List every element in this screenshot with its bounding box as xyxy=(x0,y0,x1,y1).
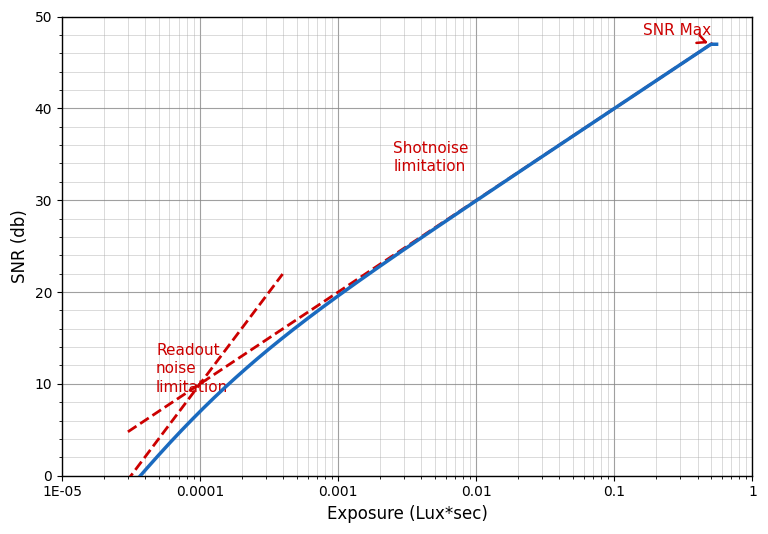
X-axis label: Exposure (Lux*sec): Exposure (Lux*sec) xyxy=(327,505,488,523)
Text: Shotnoise
limitation: Shotnoise limitation xyxy=(393,140,468,174)
Text: SNR Max: SNR Max xyxy=(643,23,710,43)
Y-axis label: SNR (db): SNR (db) xyxy=(11,209,29,283)
Text: Readout
noise
limitation: Readout noise limitation xyxy=(156,342,228,395)
